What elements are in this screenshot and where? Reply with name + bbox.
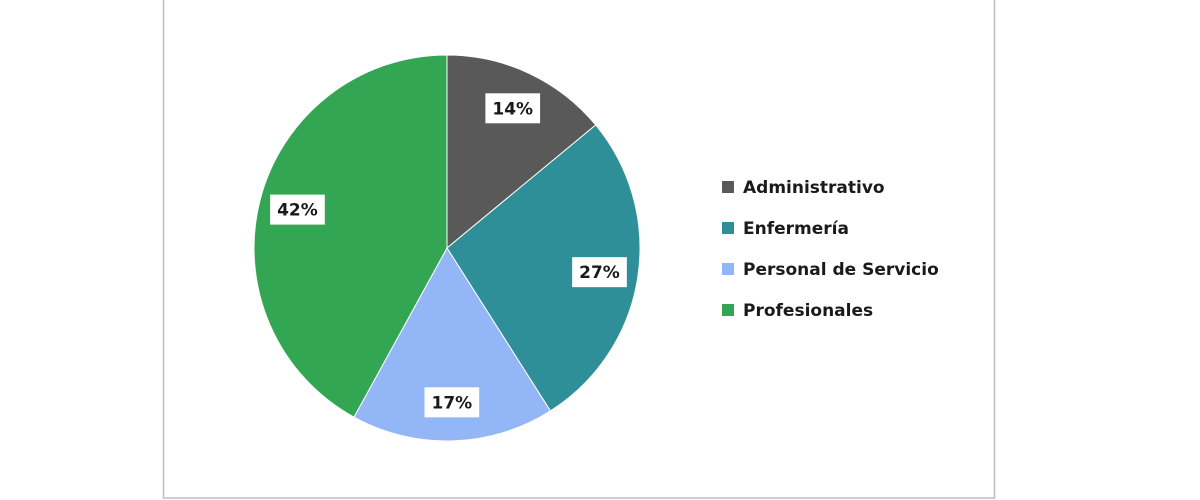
data-label: 17%	[431, 393, 472, 413]
data-label: 27%	[579, 263, 620, 283]
data-label-box	[424, 387, 480, 418]
pie-slice	[353, 247, 552, 442]
legend-swatch	[722, 263, 734, 275]
legend-label: Personal de Servicio	[743, 260, 939, 280]
legend-label: Profesionales	[743, 301, 873, 321]
data-label-box	[572, 257, 627, 288]
legend-swatch	[722, 222, 734, 234]
legend-swatch	[722, 181, 734, 193]
data-label: 42%	[277, 201, 318, 221]
pie-slice	[446, 54, 597, 250]
data-label-box	[270, 194, 325, 225]
data-label-box	[485, 93, 541, 124]
pie-slice	[446, 124, 641, 412]
legend-swatch	[722, 304, 734, 316]
data-label: 14%	[492, 99, 533, 119]
legend-label: Enfermería	[743, 219, 849, 239]
legend-label: Administrativo	[743, 178, 885, 198]
pie-slice	[253, 54, 448, 418]
